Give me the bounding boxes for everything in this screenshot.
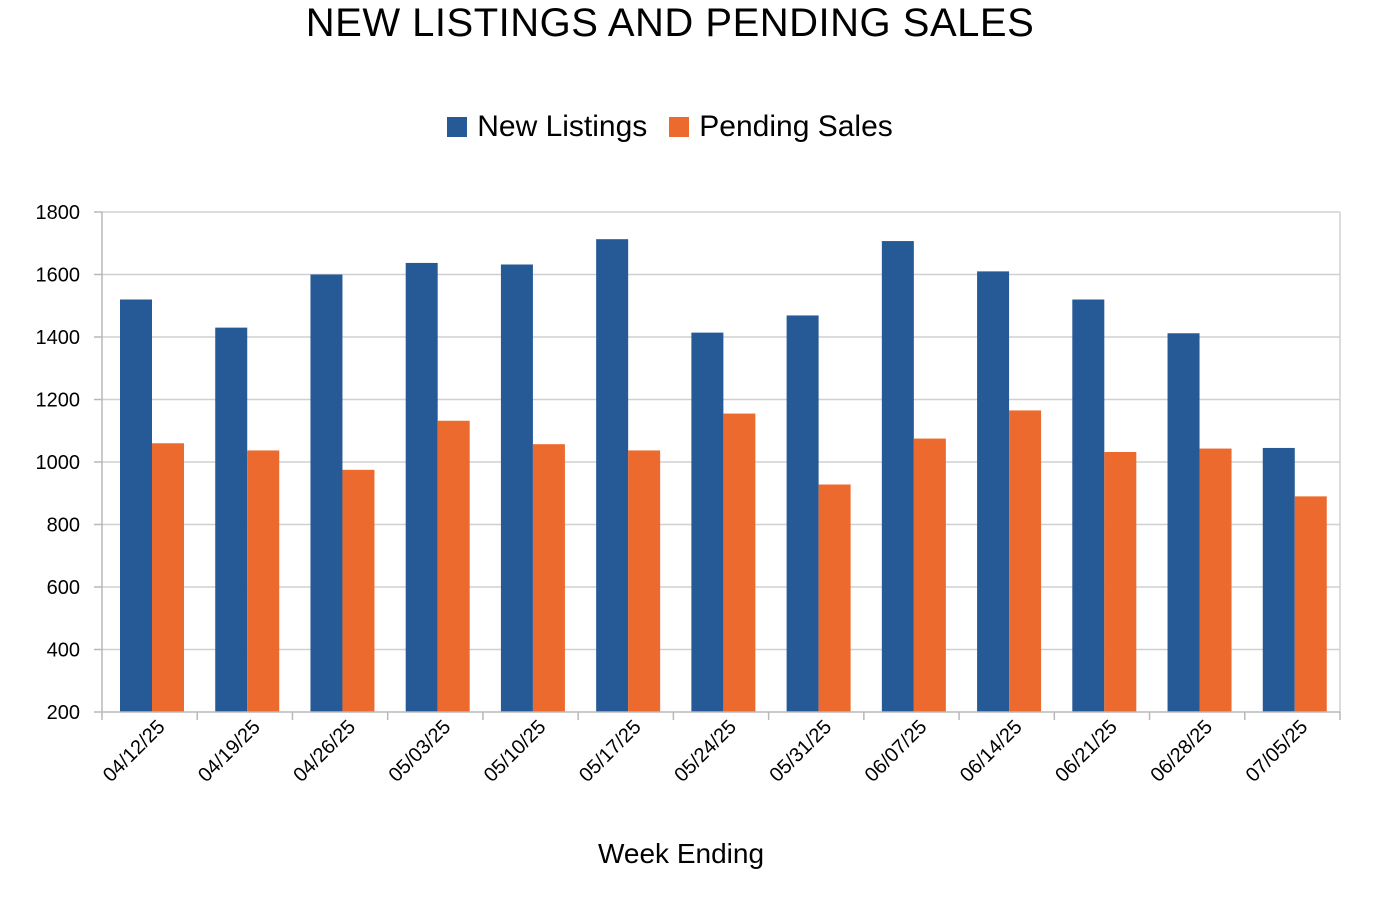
x-tick-label-04-26-25: 04/26/25	[289, 716, 360, 787]
bar-new-listings-05-24-25	[691, 332, 724, 712]
legend-label-new-listings: New Listings	[477, 110, 648, 143]
x-tick-labels: 04/12/25 04/19/25 04/26/25 05/03/25 05/10/25…	[99, 716, 1312, 787]
y-tick-label-600: 600	[47, 577, 80, 599]
legend-label-pending-sales: Pending Sales	[699, 110, 893, 143]
bar-new-listings-05-31-25	[786, 315, 819, 712]
legend-swatch-pending-sales	[669, 117, 690, 137]
chart-legend: New Listings Pending Sales	[0, 110, 1340, 144]
bar-pending-sales-06-21-25	[1104, 452, 1137, 712]
x-tick-label-06-14-25: 06/14/25	[956, 716, 1027, 787]
y-tick-label-200: 200	[47, 702, 80, 724]
bar-new-listings-06-28-25	[1167, 333, 1200, 712]
bar-new-listings-06-07-25	[881, 241, 914, 712]
bars	[120, 239, 1327, 712]
legend-swatch-new-listings	[447, 117, 468, 137]
legend-item-pending-sales: Pending Sales	[669, 110, 893, 144]
y-tick-label-1800: 1800	[36, 202, 81, 224]
bar-pending-sales-06-07-25	[913, 438, 946, 712]
bar-pending-sales-06-14-25	[1009, 410, 1042, 712]
legend-item-new-listings: New Listings	[447, 110, 647, 144]
y-tick-label-800: 800	[47, 515, 80, 537]
bar-new-listings-05-10-25	[500, 264, 533, 712]
x-tick-label-05-31-25: 05/31/25	[766, 716, 837, 787]
bar-new-listings-05-03-25	[405, 262, 438, 712]
bar-pending-sales-05-17-25	[628, 450, 661, 712]
y-tick-label-1000: 1000	[36, 452, 81, 474]
bar-pending-sales-05-03-25	[437, 420, 470, 712]
axes	[94, 211, 1341, 720]
bar-pending-sales-05-31-25	[818, 484, 851, 712]
x-tick-label-05-03-25: 05/03/25	[385, 716, 456, 787]
chart-title: NEW LISTINGS AND PENDING SALES	[305, 1, 1035, 45]
bar-pending-sales-05-24-25	[723, 413, 756, 712]
x-tick-label-05-24-25: 05/24/25	[670, 716, 741, 787]
bar-new-listings-07-05-25	[1262, 447, 1295, 712]
bar-pending-sales-04-12-25	[152, 443, 184, 712]
bar-new-listings-04-12-25	[120, 299, 152, 712]
x-tick-label-04-12-25: 04/12/25	[99, 716, 170, 787]
y-tick-labels: 200 400 600 800 1000 1200 1400 1600 1800	[36, 202, 81, 724]
bar-new-listings-06-21-25	[1072, 299, 1105, 712]
bar-pending-sales-06-28-25	[1199, 448, 1232, 712]
x-tick-label-05-17-25: 05/17/25	[575, 716, 646, 787]
bar-pending-sales-04-26-25	[342, 469, 375, 712]
bar-pending-sales-07-05-25	[1294, 496, 1327, 712]
x-tick-label-06-21-25: 06/21/25	[1051, 716, 1122, 787]
y-tick-label-1600: 1600	[36, 265, 81, 287]
y-tick-label-1400: 1400	[36, 327, 81, 349]
x-tick-label-07-05-25: 07/05/25	[1242, 716, 1313, 787]
bar-pending-sales-05-10-25	[532, 444, 565, 712]
x-tick-label-04-19-25: 04/19/25	[194, 716, 265, 787]
bar-pending-sales-04-19-25	[247, 450, 280, 712]
bar-new-listings-05-17-25	[596, 239, 629, 712]
bar-new-listings-06-14-25	[977, 271, 1010, 712]
x-tick-label-05-10-25: 05/10/25	[480, 716, 551, 787]
y-tick-label-1200: 1200	[36, 390, 81, 412]
bar-new-listings-04-26-25	[310, 274, 343, 712]
y-tick-label-400: 400	[47, 640, 80, 662]
x-axis-label: Week Ending	[597, 838, 765, 869]
x-tick-label-06-28-25: 06/28/25	[1146, 716, 1217, 787]
bar-new-listings-04-19-25	[215, 327, 248, 712]
x-tick-label-06-07-25: 06/07/25	[861, 716, 932, 787]
